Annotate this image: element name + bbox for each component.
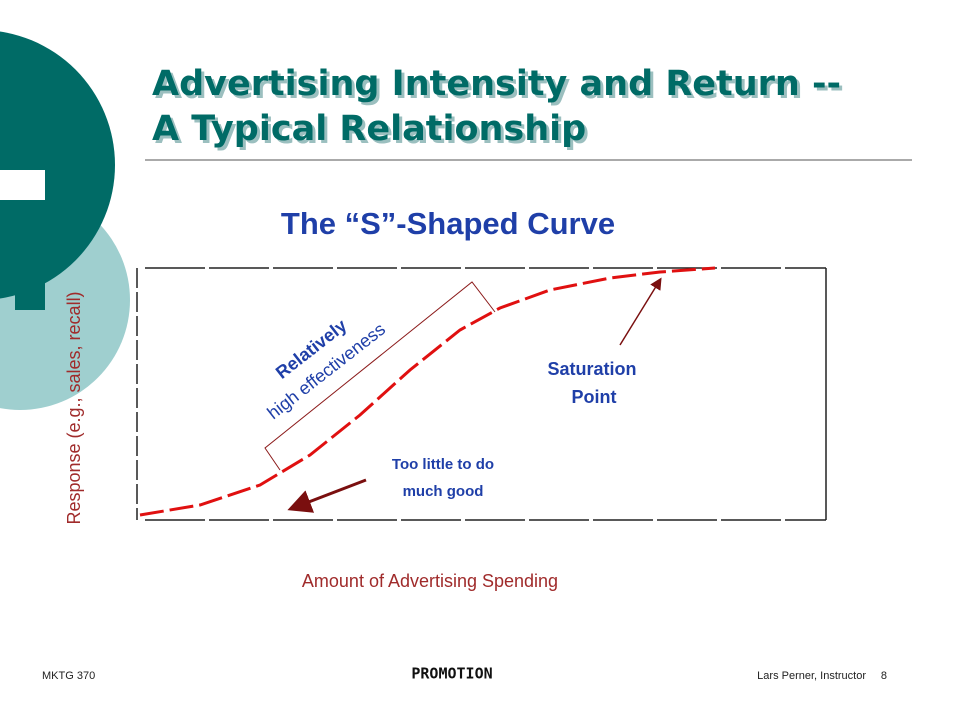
- title-line: Advertising Intensity and Return --: [152, 64, 841, 104]
- deco-bar: [0, 170, 45, 200]
- arrow: [619, 277, 662, 346]
- annotation: Too little to do: [392, 456, 494, 473]
- footer-topic: PROMOTION: [411, 665, 492, 683]
- footer-course: MKTG 370: [42, 670, 95, 682]
- deco-bar-dark: [15, 200, 45, 310]
- title-shadow: Advertising Intensity and Return --: [155, 67, 844, 107]
- x-label: Amount of Advertising Spending: [302, 571, 558, 591]
- footer-instructor: Lars Perner, Instructor: [757, 670, 866, 682]
- title-shadow: A Typical Relationship: [155, 112, 589, 152]
- arrow: [287, 478, 367, 513]
- s-curve: [139, 266, 716, 517]
- footer-page: 8: [881, 670, 887, 682]
- annotation: Saturation: [547, 359, 636, 379]
- annotation: much good: [403, 483, 484, 500]
- bracket: [264, 281, 496, 471]
- figure-title: The “S”-Shaped Curve: [281, 206, 615, 241]
- y-label: Response (e.g., sales, recall): [64, 291, 84, 524]
- title-line: A Typical Relationship: [152, 109, 586, 149]
- annotation: Point: [572, 387, 617, 407]
